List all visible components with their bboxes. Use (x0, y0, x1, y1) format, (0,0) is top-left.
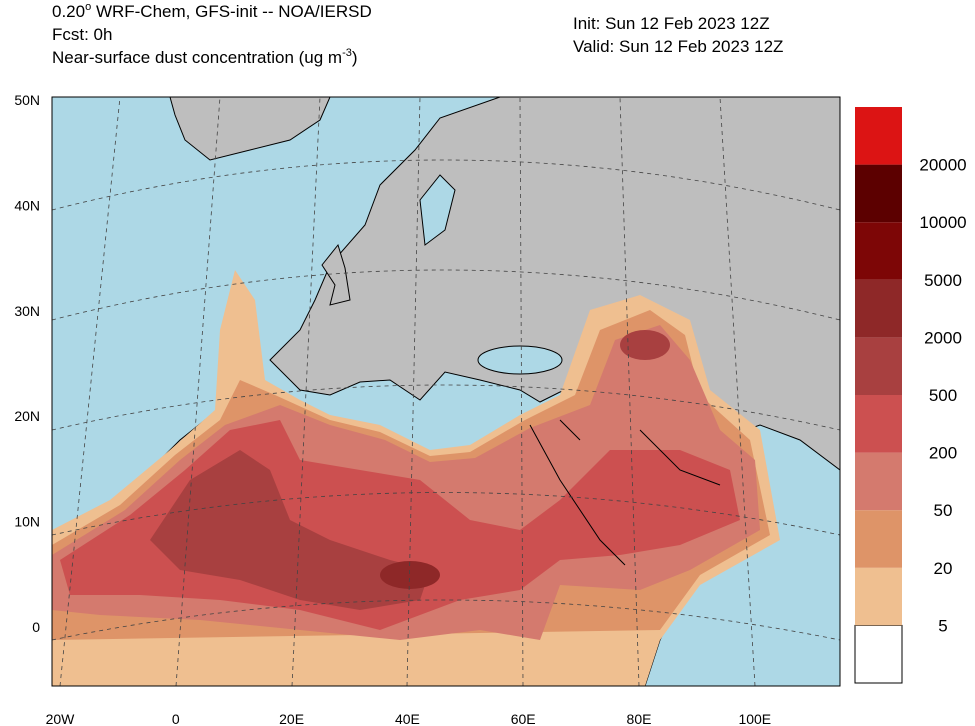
colorbar-swatch (854, 624, 903, 684)
lon-label: 20E (279, 711, 304, 726)
greenland (169, 97, 331, 161)
colorbar-label: 500 (929, 386, 957, 405)
colorbar-swatch (855, 279, 902, 338)
lon-label: 20W (46, 711, 76, 726)
colorbar-swatch (855, 395, 902, 453)
colorbar-label: 2000 (924, 328, 962, 347)
dust-2000 (380, 561, 440, 589)
colorbar-label: 50 (934, 501, 953, 520)
lat-label: 40N (14, 197, 40, 213)
lat-label: 50N (14, 92, 40, 108)
lon-label: 100E (738, 711, 771, 726)
colorbar-label: 5000 (924, 271, 962, 290)
colorbar-label: 10000 (919, 213, 966, 232)
header-forecast: Fcst: 0h (52, 25, 112, 44)
header-init: Init: Sun 12 Feb 2023 12Z (573, 14, 770, 33)
dust-500 (150, 450, 430, 610)
colorbar-swatch (855, 164, 902, 223)
graticule (52, 97, 840, 686)
black-sea (477, 345, 563, 375)
colorbar-swatch (855, 510, 902, 568)
lat-label: 20N (14, 408, 40, 424)
colorbar-label: 20 (934, 559, 953, 578)
lon-label: 0 (172, 711, 180, 726)
colorbar-swatch (855, 567, 902, 626)
britain (321, 243, 351, 306)
lon-label: 80E (627, 711, 652, 726)
baltic (419, 174, 456, 246)
header-model: 0.20o WRF-Chem, GFS-init -- NOA/IERSD (52, 1, 372, 21)
map-frame (51, 96, 841, 687)
lat-label: 30N (14, 303, 40, 319)
colorbar-label: 20000 (919, 156, 966, 175)
lat-label: 0 (32, 619, 40, 635)
colorbar-swatch (855, 107, 902, 165)
header-field: Near-surface dust concentration (ug m-3) (52, 47, 358, 67)
lon-label: 40E (395, 711, 420, 726)
red-sea (529, 419, 721, 566)
colorbar-label: 5 (938, 616, 947, 635)
map (52, 97, 840, 686)
colorbar-swatch (855, 337, 902, 395)
dust-caspian (620, 330, 670, 360)
header-valid: Valid: Sun 12 Feb 2023 12Z (573, 37, 783, 56)
lon-label: 60E (511, 711, 536, 726)
lat-label: 10N (14, 514, 40, 530)
colorbar-label: 200 (929, 444, 957, 463)
colorbar-swatch (855, 222, 902, 280)
colorbar-swatch (855, 452, 902, 511)
